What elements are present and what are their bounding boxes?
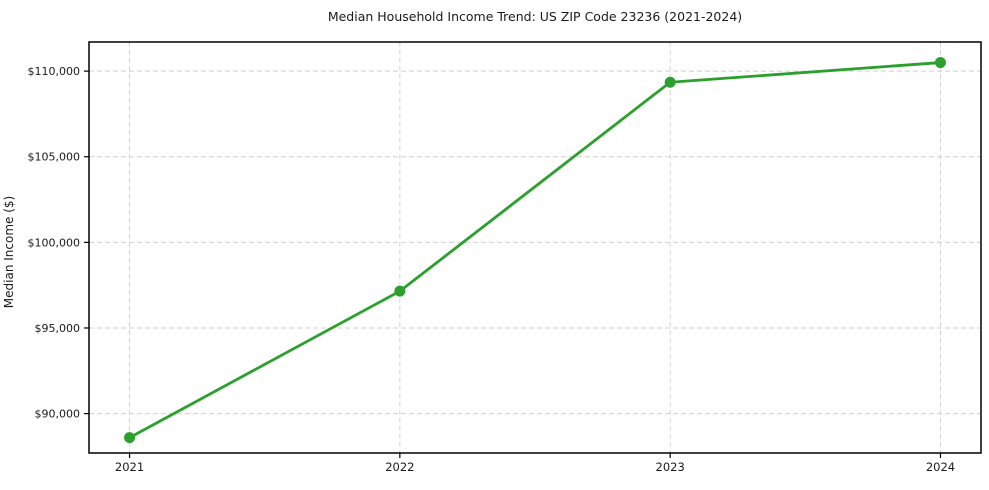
x-tick-label: 2022	[385, 460, 414, 474]
data-point-marker	[124, 432, 136, 444]
x-tick-label: 2021	[115, 460, 144, 474]
data-point-marker	[934, 57, 946, 69]
y-tick-label: $105,000	[28, 151, 81, 164]
chart-title: Median Household Income Trend: US ZIP Co…	[328, 9, 742, 24]
y-tick-label: $100,000	[28, 236, 81, 249]
y-tick-label: $90,000	[35, 408, 81, 421]
y-tick-label: $95,000	[35, 322, 81, 335]
y-axis-label: Median Income ($)	[2, 196, 16, 308]
trend-line	[128, 61, 942, 439]
data-point-marker	[394, 285, 406, 297]
plot-border	[88, 41, 982, 454]
plot-area: $90,000 $95,000 $100,000 $105,000 $110,000 20…	[28, 41, 982, 474]
x-tick-label: 2024	[926, 460, 955, 474]
data-point-marker	[664, 76, 676, 88]
x-tick-label: 2023	[656, 460, 685, 474]
y-tick-label: $110,000	[28, 65, 81, 78]
